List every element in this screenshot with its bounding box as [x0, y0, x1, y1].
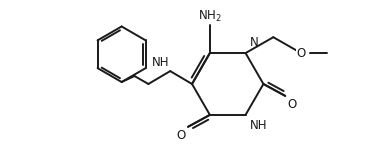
- Text: NH$_2$: NH$_2$: [198, 9, 222, 24]
- Text: O: O: [177, 129, 186, 142]
- Text: NH: NH: [152, 56, 169, 69]
- Text: O: O: [287, 98, 296, 111]
- Text: NH: NH: [249, 119, 267, 132]
- Text: O: O: [296, 47, 306, 60]
- Text: N: N: [249, 36, 258, 49]
